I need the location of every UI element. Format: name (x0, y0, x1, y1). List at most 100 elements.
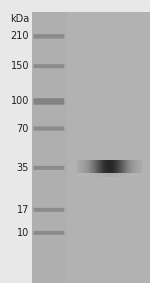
Bar (101, 160, 102, 173)
Bar (127, 173, 128, 177)
Bar (113, 173, 114, 177)
Bar (88, 160, 89, 173)
FancyBboxPatch shape (33, 127, 64, 131)
Bar (86, 160, 87, 173)
FancyBboxPatch shape (33, 64, 64, 68)
Bar (83, 173, 84, 177)
Bar (124, 160, 125, 173)
Bar (78, 160, 79, 173)
Bar (77, 173, 78, 177)
Text: 150: 150 (11, 61, 29, 71)
Bar (118, 173, 119, 177)
Bar (115, 173, 116, 177)
Text: 10: 10 (17, 228, 29, 238)
Bar (112, 160, 113, 173)
Bar (90, 160, 91, 173)
Bar (95, 160, 96, 173)
Bar (121, 173, 122, 177)
Bar (107, 160, 108, 173)
Bar (94, 160, 95, 173)
Bar (97, 173, 98, 177)
Bar (137, 173, 138, 177)
Bar (81, 160, 82, 173)
Bar (99, 173, 100, 177)
FancyBboxPatch shape (33, 34, 64, 39)
Bar (136, 160, 137, 173)
Bar (98, 160, 99, 173)
Bar (86, 173, 87, 177)
Bar (78, 173, 79, 177)
Bar (120, 160, 121, 173)
Bar (120, 173, 121, 177)
Bar (83, 160, 84, 173)
Bar (131, 160, 132, 173)
Bar (32, 12, 150, 283)
Bar (125, 160, 126, 173)
Bar (133, 173, 134, 177)
Bar (129, 160, 130, 173)
Bar (104, 173, 105, 177)
Bar (108, 160, 109, 173)
Bar (129, 173, 130, 177)
Bar (84, 160, 85, 173)
Bar (122, 173, 123, 177)
Bar (93, 160, 94, 173)
Bar (141, 160, 142, 173)
Bar (105, 173, 106, 177)
Bar (136, 160, 137, 173)
Bar (128, 173, 129, 177)
Bar (136, 173, 137, 177)
Bar (81, 173, 82, 177)
Bar (103, 160, 104, 173)
Bar (127, 160, 128, 173)
Bar (131, 173, 132, 177)
FancyBboxPatch shape (33, 98, 64, 105)
Bar (112, 173, 113, 177)
Text: 210: 210 (11, 31, 29, 41)
Bar (119, 160, 120, 173)
Bar (101, 173, 102, 177)
Bar (102, 160, 103, 173)
Bar (99, 160, 100, 173)
Bar (106, 160, 107, 173)
Bar (80, 173, 81, 177)
Bar (135, 160, 136, 173)
Bar (87, 173, 88, 177)
Bar (138, 173, 139, 177)
Bar (95, 173, 96, 177)
Bar (97, 160, 98, 173)
Bar (134, 160, 135, 173)
Bar (79, 173, 80, 177)
Bar (135, 173, 136, 177)
Bar (110, 173, 111, 177)
Bar (126, 173, 127, 177)
Bar (103, 173, 104, 177)
Text: 100: 100 (11, 97, 29, 106)
Bar (130, 173, 131, 177)
Bar (87, 160, 88, 173)
Bar (115, 160, 116, 173)
Bar (104, 160, 105, 173)
Bar (91, 173, 92, 177)
Text: 35: 35 (17, 163, 29, 173)
Bar (132, 160, 133, 173)
Bar (116, 173, 117, 177)
Bar (139, 173, 140, 177)
Bar (121, 160, 122, 173)
FancyBboxPatch shape (33, 166, 64, 170)
Bar (140, 160, 141, 173)
Bar (92, 160, 93, 173)
Bar (114, 160, 115, 173)
Bar (96, 173, 97, 177)
Bar (110, 160, 111, 173)
Bar (139, 160, 140, 173)
Bar (88, 173, 89, 177)
Bar (100, 160, 101, 173)
Bar (89, 160, 90, 173)
Bar (107, 173, 108, 177)
Bar (123, 160, 124, 173)
Bar (84, 173, 85, 177)
Bar (90, 173, 91, 177)
Bar (118, 160, 119, 173)
Text: 17: 17 (17, 205, 29, 215)
